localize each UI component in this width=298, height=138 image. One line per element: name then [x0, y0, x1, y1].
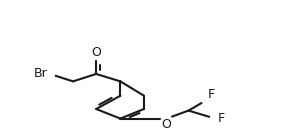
Text: Br: Br [34, 67, 48, 80]
Text: F: F [217, 112, 224, 125]
Text: O: O [91, 46, 101, 59]
Text: O: O [162, 118, 172, 131]
Text: F: F [208, 87, 215, 100]
